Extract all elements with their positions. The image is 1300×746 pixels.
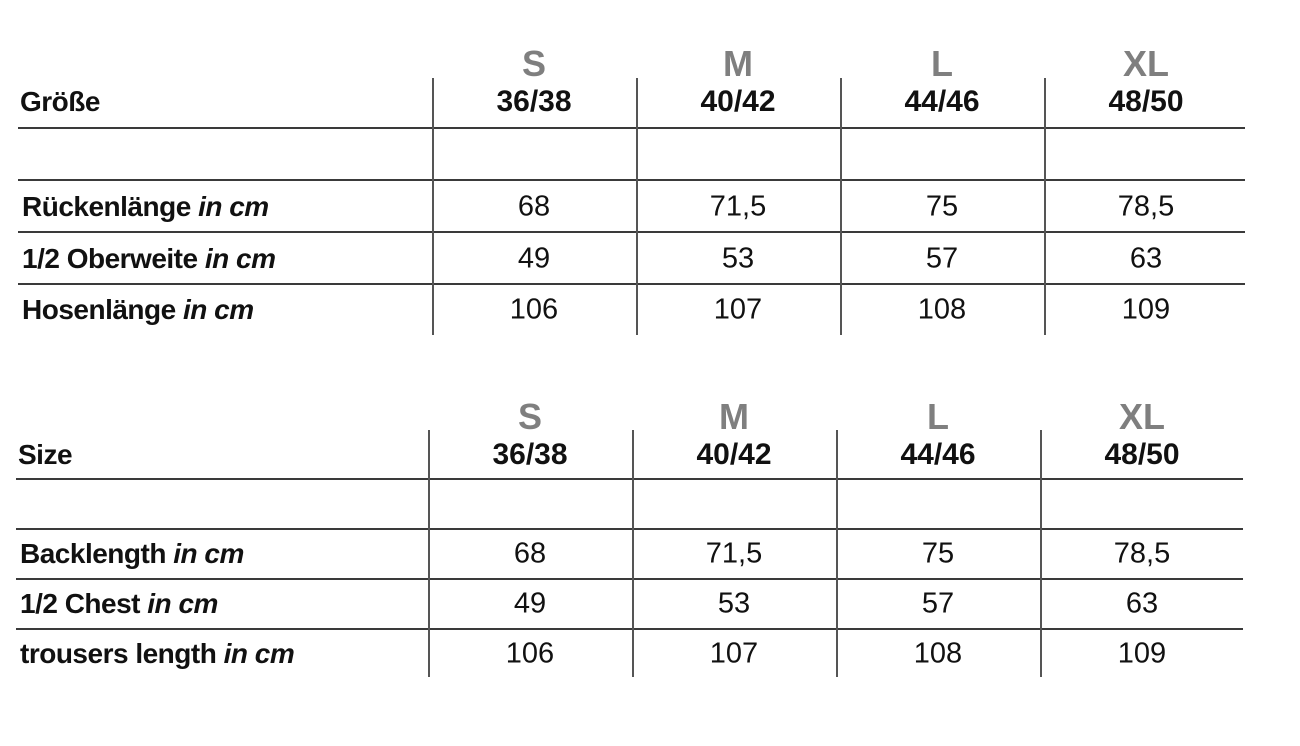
table-cell: 49 bbox=[513, 587, 547, 620]
column-divider bbox=[1044, 78, 1046, 335]
table-cell: 53 bbox=[721, 242, 755, 275]
size-letter: S bbox=[517, 396, 543, 437]
column-divider bbox=[432, 78, 434, 335]
table-cell: 57 bbox=[925, 242, 959, 275]
table-cell: 78,5 bbox=[1113, 537, 1171, 570]
table-cell: 57 bbox=[921, 587, 955, 620]
measurement-name: Hosenlänge bbox=[22, 294, 176, 325]
measurement-unit: in cm bbox=[198, 191, 269, 222]
row-divider bbox=[18, 127, 1245, 129]
measurement-name: 1/2 Chest bbox=[20, 588, 141, 619]
table-cell: 49 bbox=[517, 242, 551, 275]
table-cell: 109 bbox=[1117, 637, 1167, 670]
table-cell: 109 bbox=[1121, 293, 1171, 326]
row-divider bbox=[18, 231, 1245, 233]
row-divider bbox=[18, 179, 1245, 181]
table-cell: 107 bbox=[713, 293, 763, 326]
row-label: Hosenlänge in cm bbox=[22, 294, 254, 326]
column-divider bbox=[840, 78, 842, 335]
table-cell: 71,5 bbox=[709, 190, 767, 223]
size-letter: XL bbox=[1118, 396, 1166, 437]
table-cell: 75 bbox=[921, 537, 955, 570]
size-numbers: 40/42 bbox=[696, 438, 772, 471]
row-divider bbox=[16, 478, 1243, 480]
size-numbers: 36/38 bbox=[492, 438, 568, 471]
row-label: Backlength in cm bbox=[20, 538, 244, 570]
row-label: 1/2 Oberweite in cm bbox=[22, 243, 276, 275]
table-cell: 108 bbox=[917, 293, 967, 326]
size-letter: L bbox=[927, 396, 949, 437]
measurement-unit: in cm bbox=[182, 294, 254, 325]
size-numbers: 44/46 bbox=[900, 438, 976, 471]
column-divider bbox=[1040, 430, 1042, 677]
size-numbers: 48/50 bbox=[1108, 85, 1184, 118]
size-letter: XL bbox=[1122, 43, 1170, 84]
row-label: trousers length in cm bbox=[20, 638, 295, 670]
table-cell: 108 bbox=[913, 637, 963, 670]
table-cell: 63 bbox=[1129, 242, 1163, 275]
column-divider bbox=[428, 430, 430, 677]
row-divider bbox=[16, 578, 1243, 580]
table-cell: 75 bbox=[925, 190, 959, 223]
size-letter: M bbox=[723, 43, 753, 84]
measurement-unit: in cm bbox=[204, 243, 276, 274]
size-letter: L bbox=[931, 43, 953, 84]
measurement-unit: in cm bbox=[173, 538, 244, 569]
column-divider bbox=[836, 430, 838, 677]
size-numbers: 40/42 bbox=[700, 85, 776, 118]
measurement-name: trousers length bbox=[20, 638, 217, 669]
table-cell: 71,5 bbox=[705, 537, 763, 570]
row-label: 1/2 Chest in cm bbox=[20, 588, 218, 620]
table-cell: 68 bbox=[517, 190, 551, 223]
size-numbers: 36/38 bbox=[496, 85, 572, 118]
row-label: Rückenlänge in cm bbox=[22, 191, 269, 223]
size-letter: S bbox=[521, 43, 547, 84]
column-divider bbox=[632, 430, 634, 677]
table-cell: 106 bbox=[505, 637, 555, 670]
measurement-name: Backlength bbox=[20, 538, 166, 569]
measurement-name: Rückenlänge bbox=[22, 191, 191, 222]
size-numbers: 44/46 bbox=[904, 85, 980, 118]
header-label: Size bbox=[18, 439, 73, 470]
column-divider bbox=[636, 78, 638, 335]
measurement-unit: in cm bbox=[147, 588, 218, 619]
table-cell: 53 bbox=[717, 587, 751, 620]
table-cell: 106 bbox=[509, 293, 559, 326]
size-numbers: 48/50 bbox=[1104, 438, 1180, 471]
table-cell: 107 bbox=[709, 637, 759, 670]
header-label: Größe bbox=[20, 86, 100, 117]
row-divider bbox=[16, 628, 1243, 630]
size-letter: M bbox=[719, 396, 749, 437]
row-divider bbox=[18, 283, 1245, 285]
measurement-name: 1/2 Oberweite bbox=[22, 243, 198, 274]
measurement-unit: in cm bbox=[223, 638, 295, 669]
table-cell: 68 bbox=[513, 537, 547, 570]
table-cell: 63 bbox=[1125, 587, 1159, 620]
row-divider bbox=[16, 528, 1243, 530]
table-cell: 78,5 bbox=[1117, 190, 1175, 223]
